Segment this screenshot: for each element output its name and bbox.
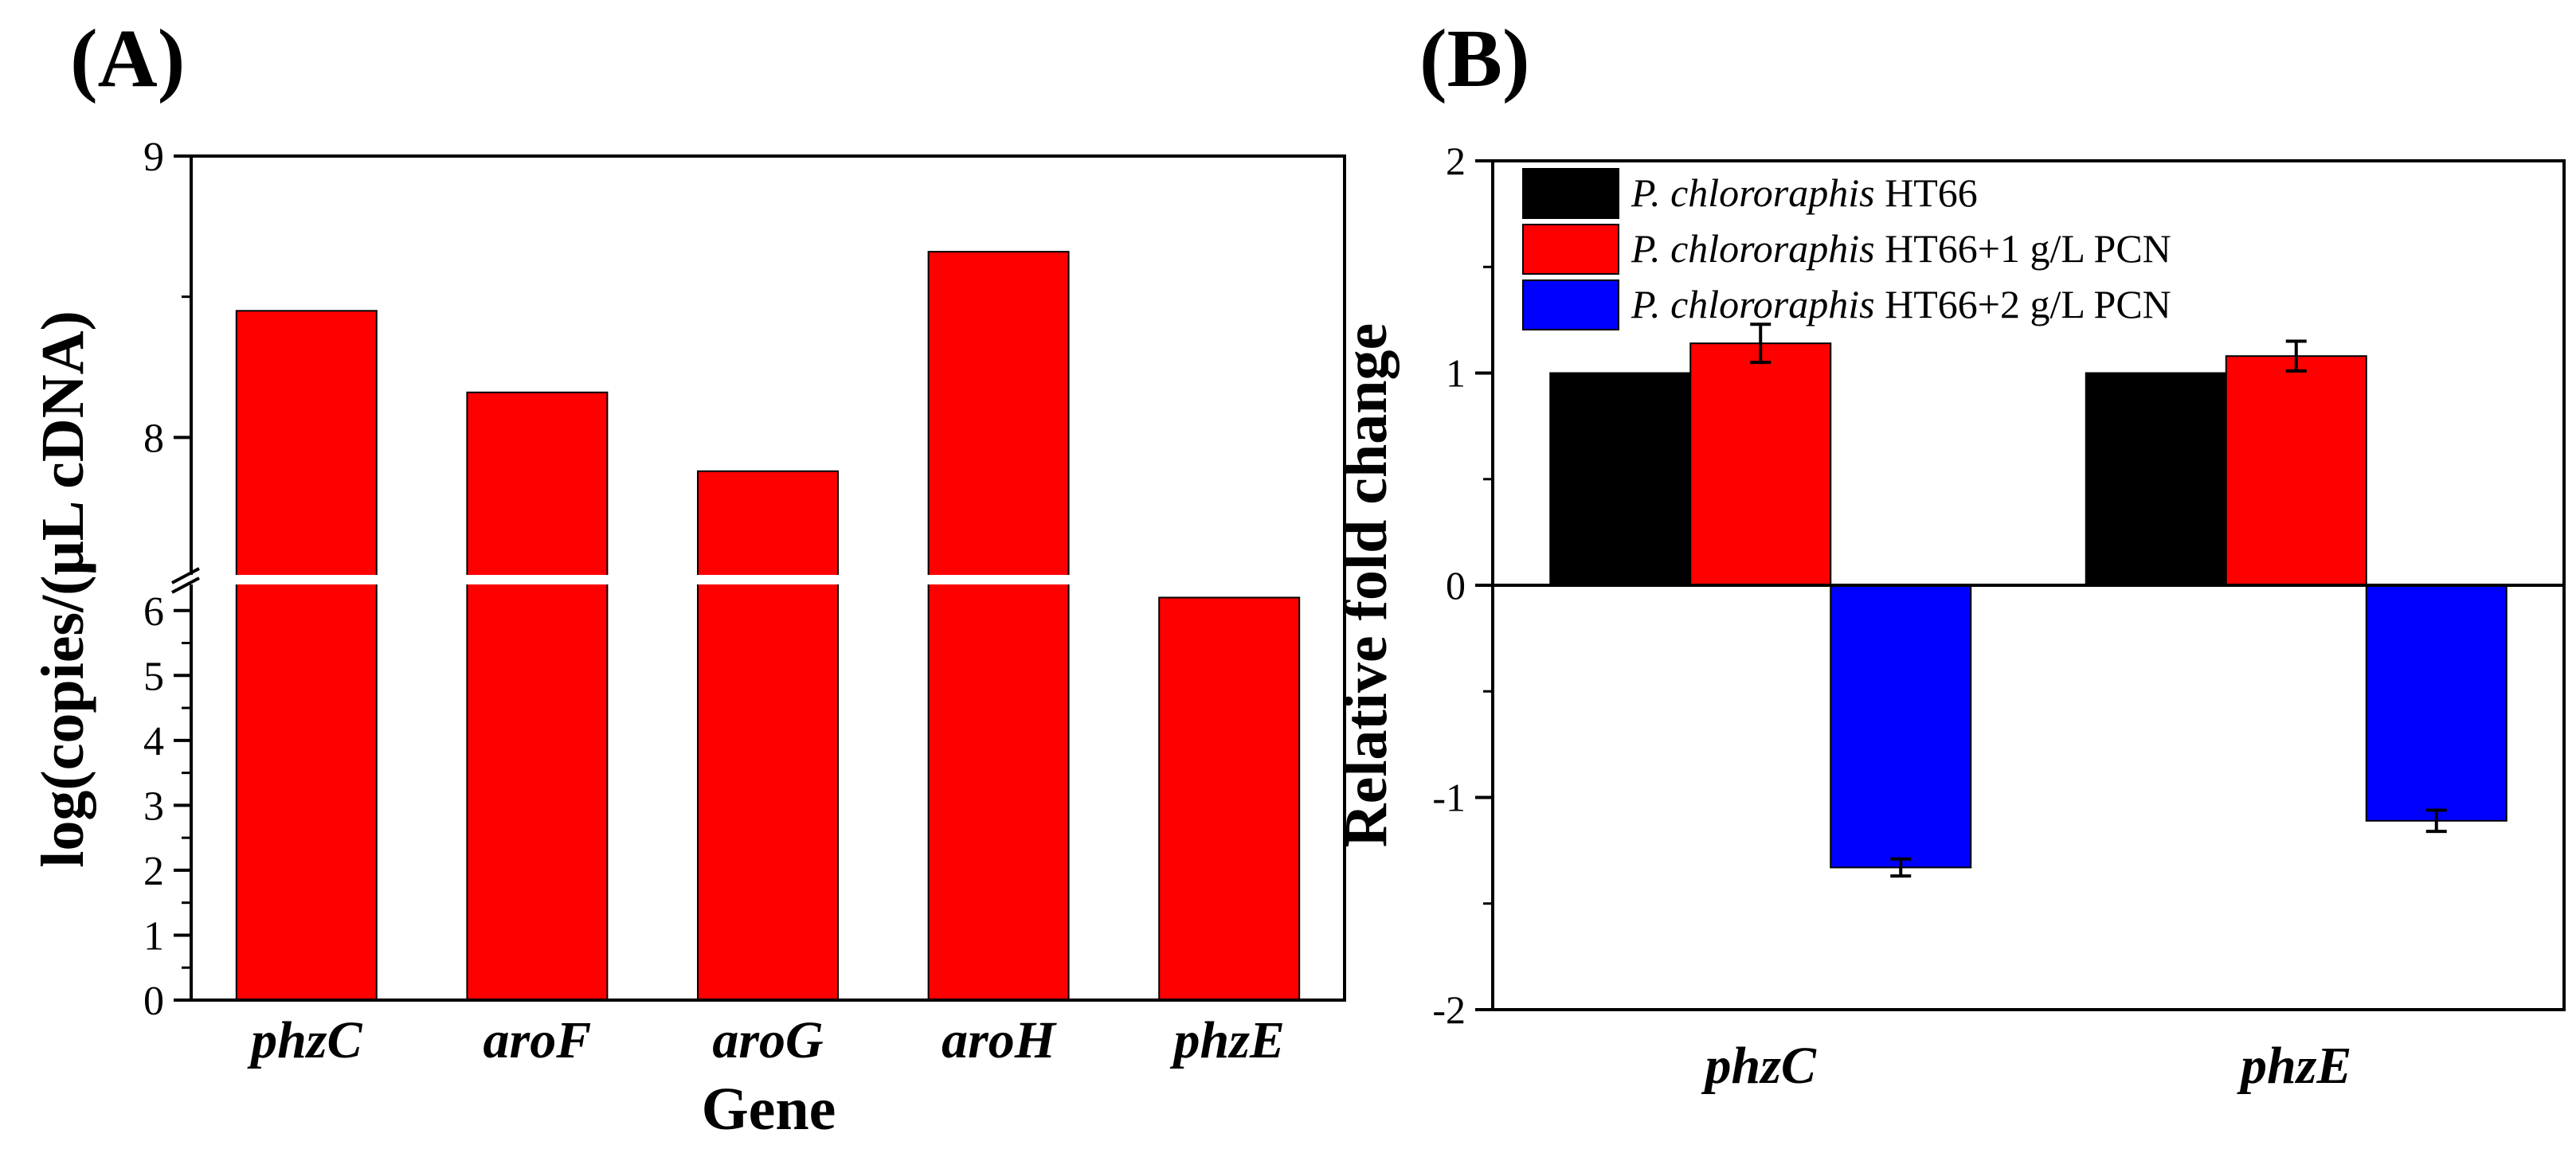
legend-label-2: P. chlororaphis HT66+1 g/L PCN <box>1631 226 2171 271</box>
x-tick-label-aroG: aroG <box>712 1011 823 1069</box>
y-tick-label: -2 <box>1432 987 1466 1032</box>
y-tick-label: -1 <box>1432 776 1466 820</box>
panel-b-error-bars <box>1750 322 2447 878</box>
bar-phzC-series-2 <box>1689 342 1832 586</box>
y-tick-label: 4 <box>143 719 164 764</box>
y-tick-label: 0 <box>143 979 164 1024</box>
y-tick-label: 1 <box>143 913 164 959</box>
x-tick-label-phzE: phzE <box>2237 1037 2351 1095</box>
x-tick-label-phzC: phzC <box>247 1011 362 1069</box>
legend-swatch-1 <box>1522 168 1619 219</box>
y-tick-label: 8 <box>143 416 164 461</box>
axis-break-gap <box>194 575 1342 584</box>
panel-a-y-axis-title: log(copies/(μL cDNA) <box>29 311 96 868</box>
panel-a-y-ticks: 0 1 2 3 4 5 6 8 9 <box>143 135 191 1024</box>
y-tick-label: 2 <box>1446 139 1466 183</box>
panel-a-label: (A) <box>70 13 185 104</box>
bar-aroH <box>927 251 1070 1001</box>
panel-b-bars <box>1549 342 2507 869</box>
bar-phzC-series-1 <box>1549 372 1692 586</box>
panel-a-bars <box>235 251 1301 1002</box>
y-tick-label: 0 <box>1446 563 1466 608</box>
x-tick-label-phzE: phzE <box>1169 1011 1284 1069</box>
legend-swatch-3 <box>1522 279 1619 330</box>
bar-aroG <box>697 470 839 1001</box>
legend-swatch-2 <box>1522 224 1619 275</box>
panel-b: (B) -2 -1 0 1 2 phzC phzE Relative fold chang… <box>1333 13 2566 1095</box>
panel-a-x-axis-title: Gene <box>702 1076 836 1143</box>
panel-b-y-axis-title: Relative fold change <box>1333 323 1400 848</box>
legend-label-1: P. chlororaphis HT66 <box>1631 170 1978 215</box>
x-tick-label-phzC: phzC <box>1701 1037 1817 1095</box>
panel-b-x-tick-labels: phzC phzE <box>1701 1037 2352 1095</box>
bar-phzC-series-3 <box>1830 584 1972 869</box>
axis-break-mark-bottom <box>171 576 200 594</box>
x-tick-label-aroF: aroF <box>483 1011 592 1069</box>
axis-break <box>167 567 1342 594</box>
y-tick-label: 5 <box>143 654 164 699</box>
bar-phzE <box>1158 596 1301 1001</box>
x-tick-label-aroH: aroH <box>942 1011 1058 1069</box>
panel-a-x-tick-labels: phzC aroF aroG aroH phzE <box>247 1011 1285 1069</box>
y-tick-label: 6 <box>143 589 164 635</box>
y-tick-label: 3 <box>143 784 164 829</box>
legend-label-3: P. chlororaphis HT66+2 g/L PCN <box>1631 282 2171 326</box>
bar-aroF <box>466 391 609 1001</box>
bar-phzE-series-2 <box>2225 355 2367 586</box>
bar-phzE-series-1 <box>2085 372 2227 586</box>
y-tick-label: 2 <box>143 849 164 894</box>
axis-break-mark-top <box>171 567 200 584</box>
bar-phzC <box>235 310 378 1002</box>
y-tick-label: 9 <box>143 135 164 180</box>
panel-b-y-ticks: -2 -1 0 1 2 <box>1432 139 1493 1032</box>
panel-b-label: (B) <box>1419 13 1530 104</box>
bar-phzE-series-3 <box>2365 584 2507 822</box>
y-tick-label: 1 <box>1446 351 1466 396</box>
legend: P. chlororaphis HT66 P. chlororaphis HT66… <box>1522 168 2171 330</box>
